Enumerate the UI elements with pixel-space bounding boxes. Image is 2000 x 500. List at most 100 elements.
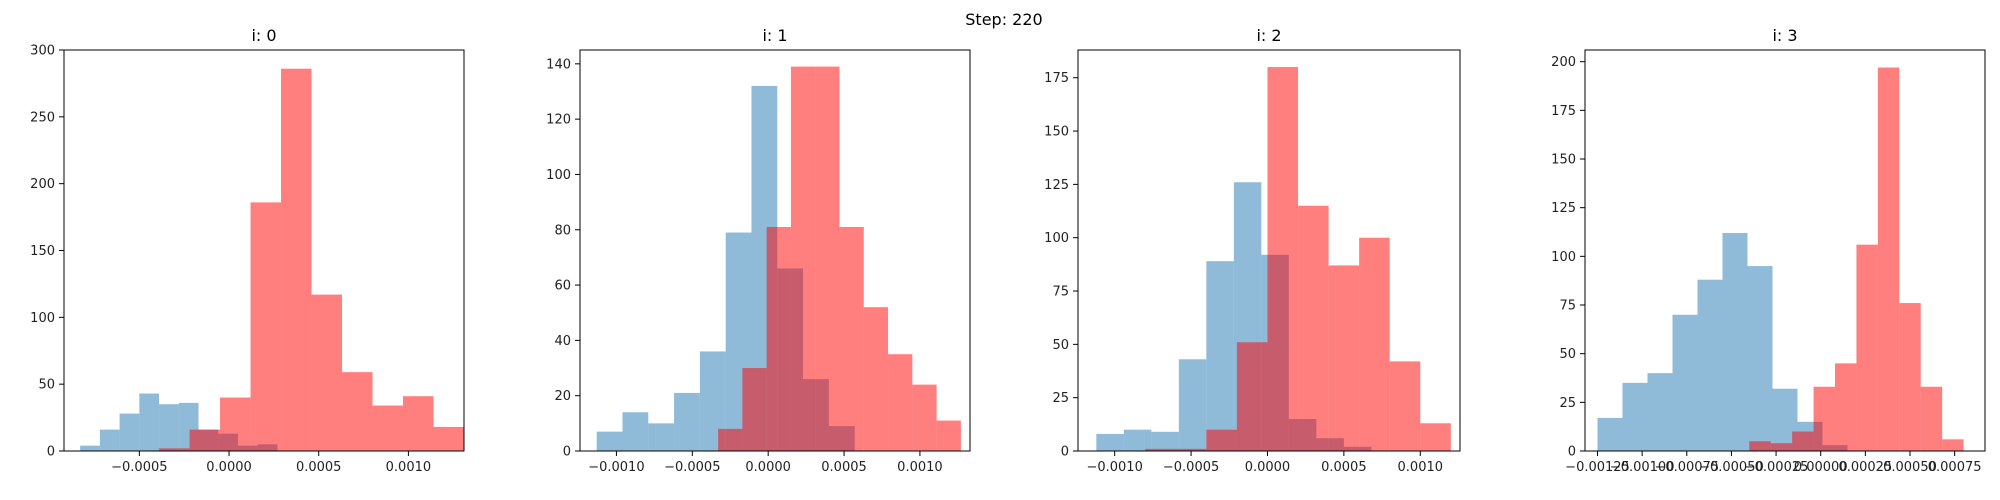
histogram-bar — [1151, 431, 1179, 451]
y-tick-label: 175 — [1044, 71, 1069, 86]
axes-frame — [579, 49, 971, 452]
histogram-series-red — [1145, 67, 1451, 451]
histogram-bar — [1622, 382, 1648, 451]
x-tick-label: 0.0005 — [821, 460, 867, 475]
histogram-bar — [139, 393, 160, 451]
histogram-bar — [1298, 205, 1329, 451]
histogram-bar — [372, 405, 404, 451]
x-tick-label: 0.0010 — [897, 460, 943, 475]
y-tick-label: 100 — [30, 311, 55, 326]
x-tick-label: −0.0010 — [1086, 460, 1142, 475]
y-tick-label: 175 — [1551, 104, 1576, 119]
histogram-bar — [220, 397, 251, 451]
histogram-bar — [159, 448, 190, 451]
x-tick-label: 0.0000 — [745, 460, 791, 475]
histogram-bar — [1236, 342, 1268, 451]
subplot-0: −0.0005 0.0000 0.0005 0.0010 0 50 100 150 200 250… — [30, 26, 465, 475]
subplot-1: −0.0010 −0.0005 0.0000 0.0005 0.0010 0 20 40 60 8… — [546, 26, 971, 475]
axes-frame — [1584, 49, 1986, 452]
x-tick-label: 0.00000 — [1794, 460, 1848, 475]
histogram-bar — [1835, 363, 1857, 451]
y-tick-label: 50 — [38, 378, 55, 393]
histogram-bar — [1920, 386, 1943, 451]
axes-frame — [1077, 49, 1461, 452]
histogram-bar — [839, 226, 864, 451]
y-tick-label: 25 — [1052, 391, 1069, 406]
histogram-bar — [742, 368, 767, 451]
y-tick-label: 150 — [30, 244, 55, 259]
x-tick-label: −0.00075 — [1654, 460, 1719, 475]
x-tick-label: 0.00025 — [1838, 460, 1892, 475]
x-tick-label: −0.00100 — [1610, 460, 1675, 475]
histogram-bar — [1420, 423, 1451, 451]
x-tick-label: 0.0005 — [296, 460, 342, 475]
histogram-bar — [1942, 439, 1964, 451]
histogram-bar — [1206, 429, 1237, 451]
x-tick-label: 0.0010 — [1398, 460, 1444, 475]
histogram-bar — [912, 384, 937, 451]
histogram-series-red — [159, 68, 464, 452]
y-tick-label: 25 — [1559, 396, 1576, 411]
y-tick-label: 50 — [1052, 338, 1069, 353]
figure-suptitle: Step: 220 — [965, 10, 1042, 29]
histogram-bar — [99, 429, 120, 451]
histogram-bar — [80, 445, 100, 451]
subplot-3: −0.00125−0.00100−0.00075−0.00050−0.00025… — [1551, 26, 1986, 475]
y-tick-label: 150 — [1044, 125, 1069, 140]
y-tick-label: 100 — [546, 168, 571, 183]
histogram-bar — [888, 354, 913, 451]
x-tick-label: −0.0005 — [1163, 460, 1219, 475]
subplot-title: i: 0 — [251, 26, 276, 45]
histogram-bar — [674, 392, 700, 451]
histogram-bar — [311, 294, 343, 451]
histogram-bar — [936, 420, 961, 451]
y-tick-label: 200 — [30, 177, 55, 192]
histogram-bar — [1328, 265, 1360, 451]
y-tick-label: 0 — [1568, 445, 1576, 460]
histogram-bar — [1647, 373, 1673, 451]
x-tick-label: −0.00050 — [1699, 460, 1764, 475]
histogram-bar — [1747, 266, 1773, 451]
y-tick-label: 0 — [1061, 445, 1069, 460]
x-tick-label: −0.0010 — [588, 460, 644, 475]
histogram-bar — [433, 426, 464, 451]
histogram-bar — [718, 428, 743, 451]
x-tick-label: −0.0005 — [664, 460, 720, 475]
histogram-bar — [648, 423, 675, 451]
histogram-bar — [1672, 314, 1698, 451]
x-tick-label: 0.0000 — [206, 460, 252, 475]
histogram-bar — [1123, 429, 1152, 451]
y-tick-label: 250 — [30, 110, 55, 125]
x-tick-label: 0.00075 — [1928, 460, 1982, 475]
y-tick-label: 100 — [1551, 250, 1576, 265]
y-tick-label: 120 — [546, 113, 571, 128]
y-tick-label: 300 — [30, 44, 55, 59]
histogram-bar — [1899, 303, 1921, 451]
histogram-bar — [1877, 67, 1900, 452]
x-tick-label: −0.00025 — [1744, 460, 1809, 475]
subplot-title: i: 2 — [1256, 26, 1281, 45]
histogram-series-red — [1749, 67, 1964, 452]
y-tick-label: 200 — [1551, 55, 1576, 70]
histogram-bar — [1722, 232, 1748, 451]
histogram-bar — [1770, 443, 1793, 451]
subplot-title: i: 3 — [1772, 26, 1797, 45]
histogram-bar — [790, 66, 816, 451]
histogram-bar — [622, 412, 649, 451]
histogram-series-blue — [1597, 232, 1848, 451]
y-tick-label: 40 — [554, 334, 571, 349]
histogram-bar — [815, 66, 840, 451]
histogram-bar — [1749, 441, 1771, 451]
histogram-bar — [189, 429, 221, 451]
y-tick-label: 125 — [1044, 178, 1069, 193]
histogram-bar — [863, 307, 889, 451]
histogram-bar — [250, 202, 282, 451]
histogram-bar — [1856, 244, 1878, 451]
histogram-bar — [1813, 386, 1835, 451]
y-tick-label: 125 — [1551, 201, 1576, 216]
y-tick-label: 80 — [554, 223, 571, 238]
histogram-bar — [766, 226, 791, 451]
y-tick-label: 60 — [554, 279, 571, 294]
subplot-2: −0.0010 −0.0005 0.0000 0.0005 0.0010 0 25 50 75 1… — [1044, 26, 1461, 475]
y-tick-label: 0 — [47, 445, 55, 460]
